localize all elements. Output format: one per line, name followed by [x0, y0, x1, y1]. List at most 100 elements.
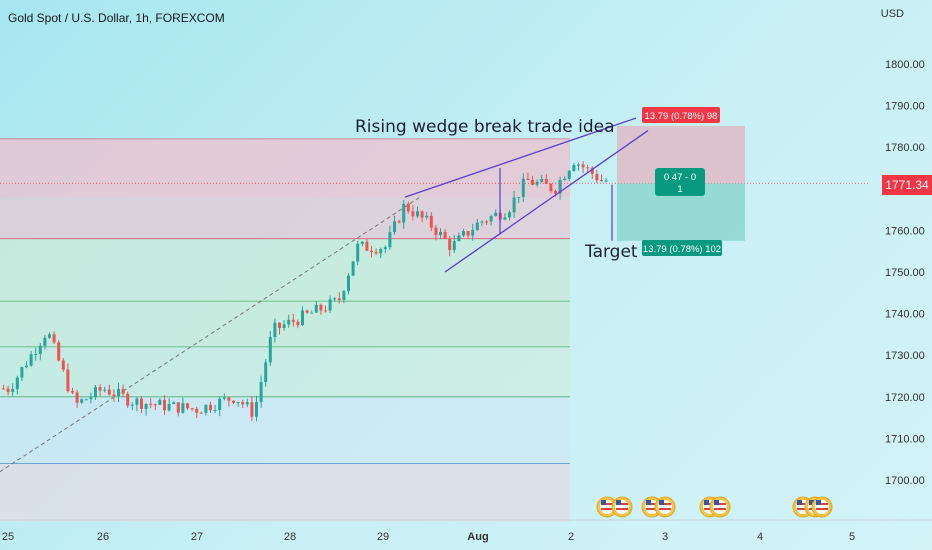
candle-body-131: [604, 180, 608, 182]
x-tick-3: 28: [284, 531, 296, 543]
candle-body-20: [94, 387, 97, 398]
candle-body-26: [121, 388, 125, 394]
candle-body-54: [250, 402, 254, 417]
us-flag-stripe: [616, 503, 628, 505]
candle-body-112: [517, 196, 521, 198]
us-flag-stripe: [616, 508, 628, 510]
candle-body-0: [2, 388, 5, 390]
candle-body-11: [52, 334, 56, 343]
candle-body-27: [126, 393, 130, 406]
us-flag-stripe: [601, 503, 613, 505]
candle-body-86: [397, 221, 401, 223]
candle-body-121: [558, 180, 562, 194]
candle-body-46: [213, 409, 217, 411]
candle-body-85: [393, 221, 396, 233]
candle-body-125: [577, 164, 580, 166]
candle-body-15: [71, 391, 74, 393]
candle-body-47: [218, 398, 222, 410]
candle-body-52: [241, 402, 245, 405]
candle-body-4: [20, 367, 24, 378]
candle-body-122: [563, 178, 567, 181]
candle-body-57: [264, 362, 268, 383]
fib-zone-4: [0, 396, 570, 464]
candle-body-12: [57, 342, 61, 361]
us-flag-stripe: [659, 508, 671, 510]
candle-body-114: [526, 178, 530, 180]
candle-body-7: [34, 353, 38, 355]
candle-body-93: [429, 215, 433, 228]
candle-body-99: [457, 235, 461, 242]
candle-body-101: [466, 231, 470, 236]
candle-body-36: [167, 404, 171, 411]
us-flag-canton: [601, 500, 606, 505]
candle-body-128: [590, 167, 594, 175]
candle-body-124: [572, 165, 576, 171]
candle-body-45: [209, 404, 212, 411]
candle-body-88: [406, 203, 410, 212]
candle-body-61: [282, 324, 286, 329]
candle-body-59: [273, 322, 277, 338]
candle-body-67: [310, 312, 314, 314]
candle-body-81: [374, 252, 378, 254]
candle-body-28: [130, 404, 134, 406]
candle-body-48: [222, 397, 226, 399]
candle-body-94: [434, 227, 438, 236]
us-flag-stripe: [714, 503, 726, 505]
candle-body-22: [103, 389, 107, 391]
candle-body-37: [172, 402, 176, 405]
candle-body-65: [301, 310, 304, 326]
y-tick-1790: 1790.00: [885, 101, 925, 113]
fib-zone-2: [0, 238, 570, 347]
y-tick-1700: 1700.00: [885, 475, 925, 487]
candle-body-106: [489, 216, 493, 222]
candle-body-39: [181, 403, 185, 413]
candle-body-130: [600, 180, 603, 182]
fib-zone-3: [0, 346, 570, 397]
candle-body-71: [328, 299, 332, 311]
candle-body-75: [347, 275, 350, 292]
candle-body-34: [158, 399, 162, 405]
candle-body-89: [411, 211, 415, 217]
target-box-bg: [642, 240, 722, 256]
candle-body-66: [305, 310, 309, 313]
us-flag-canton: [797, 500, 802, 505]
us-flag-stripe: [659, 503, 671, 505]
x-tick-8: 4: [757, 531, 763, 543]
us-flag-canton: [659, 500, 664, 505]
x-tick-7: 3: [662, 531, 668, 543]
candle-body-53: [245, 402, 249, 405]
candle-body-17: [80, 399, 84, 403]
candle-body-33: [153, 404, 157, 406]
target-box-label: 13.79 (0.78%) 102: [643, 244, 721, 255]
candle-body-119: [549, 183, 553, 192]
candle-body-115: [531, 179, 534, 185]
headline-annotation: Rising wedge break trade idea: [355, 117, 615, 137]
candle-body-69: [319, 304, 323, 311]
candle-body-51: [236, 402, 240, 404]
candle-body-49: [227, 397, 231, 401]
candle-body-95: [439, 231, 442, 236]
stop-box-bg: [642, 107, 720, 123]
y-tick-1730: 1730.00: [885, 350, 925, 362]
candle-body-2: [11, 389, 15, 392]
us-flag-stripe: [816, 503, 828, 505]
candle-body-6: [29, 354, 33, 366]
y-tick-1740: 1740.00: [885, 309, 925, 321]
candle-body-91: [420, 211, 424, 218]
us-flag-stripe: [646, 503, 658, 505]
candle-body-100: [462, 231, 465, 236]
x-tick-9: 5: [849, 531, 855, 543]
candle-body-77: [356, 243, 360, 262]
fib-zone-5: [0, 463, 570, 522]
candle-body-79: [365, 241, 369, 251]
us-flag-canton: [646, 500, 651, 505]
us-flag-canton: [704, 500, 709, 505]
candle-body-58: [268, 337, 272, 363]
candle-body-126: [581, 164, 585, 168]
candle-body-8: [38, 345, 42, 354]
candle-body-127: [586, 167, 590, 169]
candle-body-1: [6, 388, 10, 392]
candle-body-73: [337, 298, 341, 300]
candle-body-68: [314, 304, 318, 313]
